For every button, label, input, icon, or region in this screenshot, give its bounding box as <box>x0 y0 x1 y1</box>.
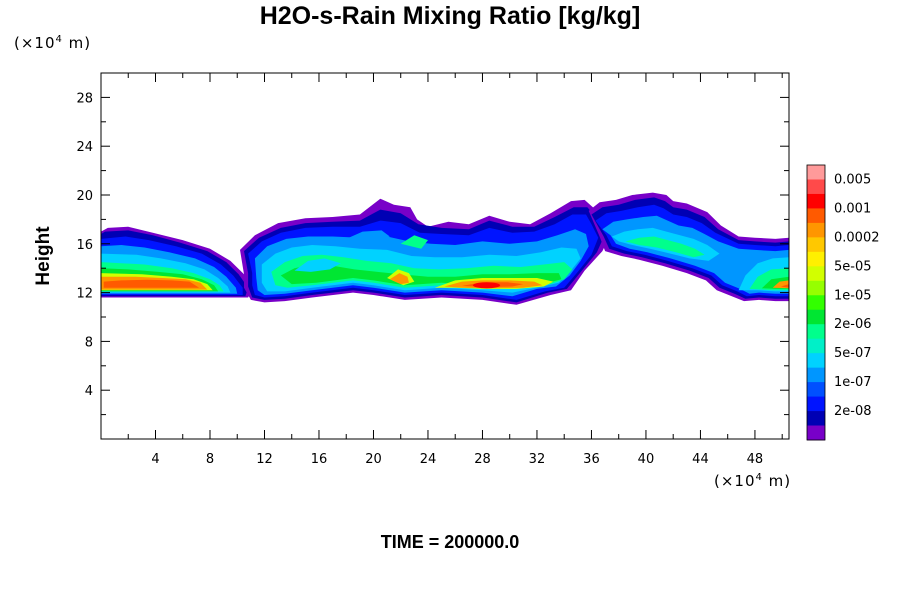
colorbar-label: 5e-07 <box>834 346 872 361</box>
colorbar-label: 0.0002 <box>834 230 880 245</box>
colorbar-label: 5e-05 <box>834 259 872 274</box>
x-axis: 4 8 12 16 20 24 28 32 36 40 44 48 <box>127 73 783 467</box>
x-tick-label: 4 <box>151 452 159 467</box>
colorbar-label: 2e-06 <box>834 317 872 332</box>
x-tick-label: 24 <box>420 452 437 467</box>
y-tick-label: 8 <box>85 335 93 350</box>
x-axis-unit: (×104 m) <box>714 472 791 490</box>
colorbar-swatch <box>807 251 825 267</box>
x-tick-label: 44 <box>692 452 709 467</box>
x-tick-label: 48 <box>747 452 764 467</box>
colorbar-label: 2e-08 <box>834 404 872 419</box>
colorbar-swatch <box>807 179 825 195</box>
x-tick-label: 8 <box>206 452 214 467</box>
y-axis-label: Height <box>33 226 54 286</box>
y-unit-suffix: m) <box>62 34 92 52</box>
colorbar-swatch <box>807 382 825 397</box>
x-tick-label: 16 <box>311 452 328 467</box>
colorbar-swatch <box>807 425 825 441</box>
contour-band <box>400 235 428 249</box>
contour-band <box>780 284 789 288</box>
colorbar-swatch <box>807 396 825 412</box>
time-label: TIME = 200000.0 <box>380 532 520 552</box>
x-tick-label: 20 <box>365 452 382 467</box>
contour-band <box>294 258 341 272</box>
y-unit-prefix: (×10 <box>14 34 56 52</box>
contour-band <box>389 273 409 285</box>
x-tick-label: 28 <box>474 452 491 467</box>
contour-band <box>625 236 705 258</box>
y-axis: 4 8 12 16 20 24 28 <box>76 91 789 416</box>
colorbar-swatch <box>807 309 825 325</box>
x-unit-prefix: (×10 <box>714 472 756 490</box>
y-tick-label: 4 <box>85 384 93 399</box>
chart-title: H2O-s-Rain Mixing Ratio [kg/kg] <box>259 2 641 30</box>
y-tick-label: 20 <box>76 189 93 204</box>
x-unit-suffix: m) <box>762 472 792 490</box>
colorbar-swatch <box>807 338 825 354</box>
y-tick-label: 28 <box>76 91 93 106</box>
colorbar-swatch <box>807 165 825 180</box>
y-axis-unit: (×104 m) <box>14 34 91 52</box>
x-tick-label: 32 <box>529 452 546 467</box>
colorbar-swatch <box>807 266 825 282</box>
x-unit-exponent: 4 <box>755 472 763 483</box>
colorbar-swatch <box>807 222 825 238</box>
y-tick-label: 12 <box>76 287 93 302</box>
colorbar-swatch <box>807 324 825 340</box>
colorbar-swatch <box>807 411 825 426</box>
colorbar-swatch <box>807 193 825 209</box>
colorbar-swatch <box>807 295 825 311</box>
colorbar: 0.005 0.001 0.0002 5e-05 1e-05 2e-06 5e-07 1e-0… <box>806 164 880 441</box>
colorbar-label: 1e-07 <box>834 375 872 390</box>
contour-band <box>103 279 200 288</box>
colorbar-swatch <box>807 208 825 224</box>
colorbar-swatch <box>807 353 825 369</box>
x-tick-label: 36 <box>583 452 600 467</box>
colorbar-label: 1e-05 <box>834 288 872 303</box>
colorbar-frame <box>806 164 826 441</box>
colorbar-swatch <box>807 280 825 296</box>
y-tick-label: 24 <box>76 140 93 155</box>
x-tick-label: 12 <box>256 452 273 467</box>
contour-band <box>472 282 501 289</box>
colorbar-swatch <box>807 237 825 253</box>
x-tick-label: 40 <box>638 452 655 467</box>
contour-band <box>346 230 390 242</box>
plot-frame <box>100 72 790 440</box>
contour-field <box>101 192 789 305</box>
y-unit-exponent: 4 <box>55 34 63 45</box>
colorbar-label: 0.005 <box>834 172 871 187</box>
y-tick-label: 16 <box>76 238 93 253</box>
colorbar-swatch <box>807 367 825 383</box>
colorbar-label: 0.001 <box>834 201 871 216</box>
